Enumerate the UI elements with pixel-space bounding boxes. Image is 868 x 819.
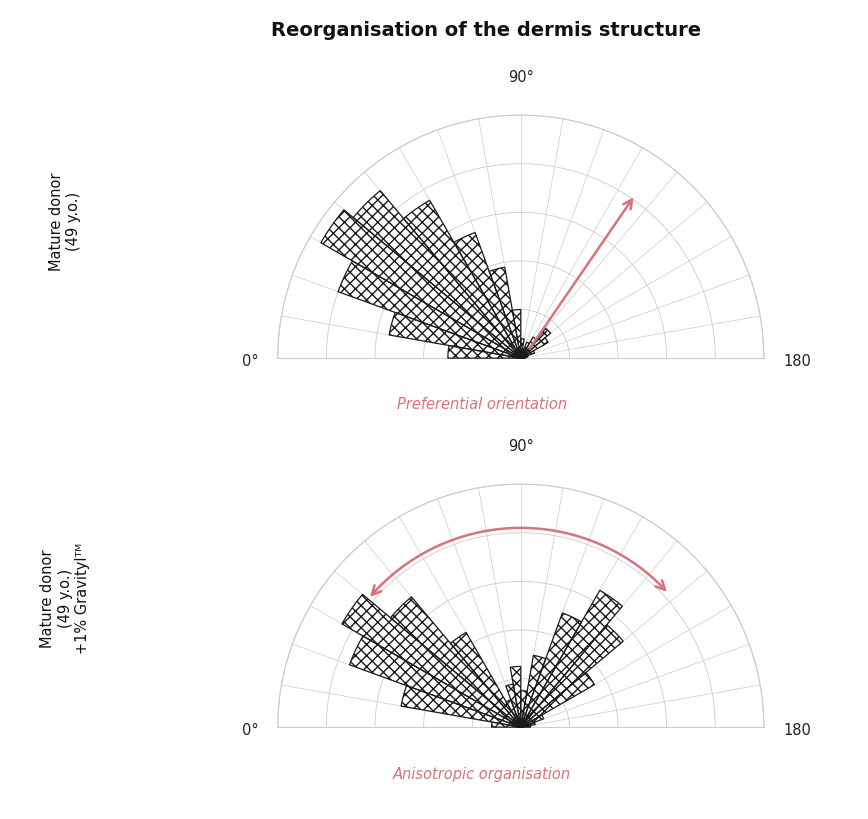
- Text: 90°: 90°: [508, 70, 534, 84]
- Polygon shape: [521, 715, 543, 727]
- Polygon shape: [521, 343, 529, 359]
- Polygon shape: [521, 655, 546, 727]
- Text: 90°: 90°: [508, 438, 534, 453]
- Polygon shape: [391, 597, 521, 727]
- Polygon shape: [339, 261, 521, 359]
- Polygon shape: [450, 633, 521, 727]
- Text: Anisotropic organisation: Anisotropic organisation: [392, 766, 571, 781]
- Polygon shape: [521, 338, 549, 359]
- Polygon shape: [490, 268, 521, 359]
- Text: Reorganisation of the dermis structure: Reorganisation of the dermis structure: [271, 20, 701, 39]
- Text: Preferential orientation: Preferential orientation: [397, 396, 567, 411]
- Text: 0°: 0°: [241, 354, 259, 369]
- Polygon shape: [521, 356, 528, 359]
- Polygon shape: [521, 590, 622, 727]
- Polygon shape: [350, 636, 521, 727]
- Polygon shape: [342, 595, 521, 727]
- Text: 180: 180: [783, 354, 812, 369]
- Polygon shape: [521, 351, 535, 359]
- Polygon shape: [521, 613, 582, 727]
- Polygon shape: [506, 684, 521, 727]
- Polygon shape: [454, 233, 521, 359]
- Polygon shape: [521, 672, 595, 727]
- Polygon shape: [521, 726, 530, 727]
- Text: Mature donor
(49 y.o.): Mature donor (49 y.o.): [49, 172, 82, 270]
- Polygon shape: [521, 329, 550, 359]
- Polygon shape: [521, 691, 527, 727]
- Polygon shape: [521, 339, 524, 359]
- Polygon shape: [506, 700, 521, 727]
- Polygon shape: [389, 313, 521, 359]
- Polygon shape: [512, 310, 521, 359]
- Polygon shape: [491, 722, 521, 727]
- Polygon shape: [521, 349, 524, 359]
- Polygon shape: [353, 192, 521, 359]
- Polygon shape: [510, 667, 521, 727]
- Polygon shape: [521, 722, 536, 727]
- Polygon shape: [321, 210, 521, 359]
- Polygon shape: [404, 201, 521, 359]
- Text: 180: 180: [783, 722, 812, 737]
- Polygon shape: [521, 625, 623, 727]
- Polygon shape: [521, 337, 536, 359]
- Text: 0°: 0°: [241, 722, 259, 737]
- Text: Mature donor
(49 y.o.)
+1% GravityIᵀᴹ: Mature donor (49 y.o.) +1% GravityIᵀᴹ: [40, 542, 90, 654]
- Polygon shape: [401, 686, 521, 727]
- Polygon shape: [448, 346, 521, 359]
- Polygon shape: [521, 358, 526, 359]
